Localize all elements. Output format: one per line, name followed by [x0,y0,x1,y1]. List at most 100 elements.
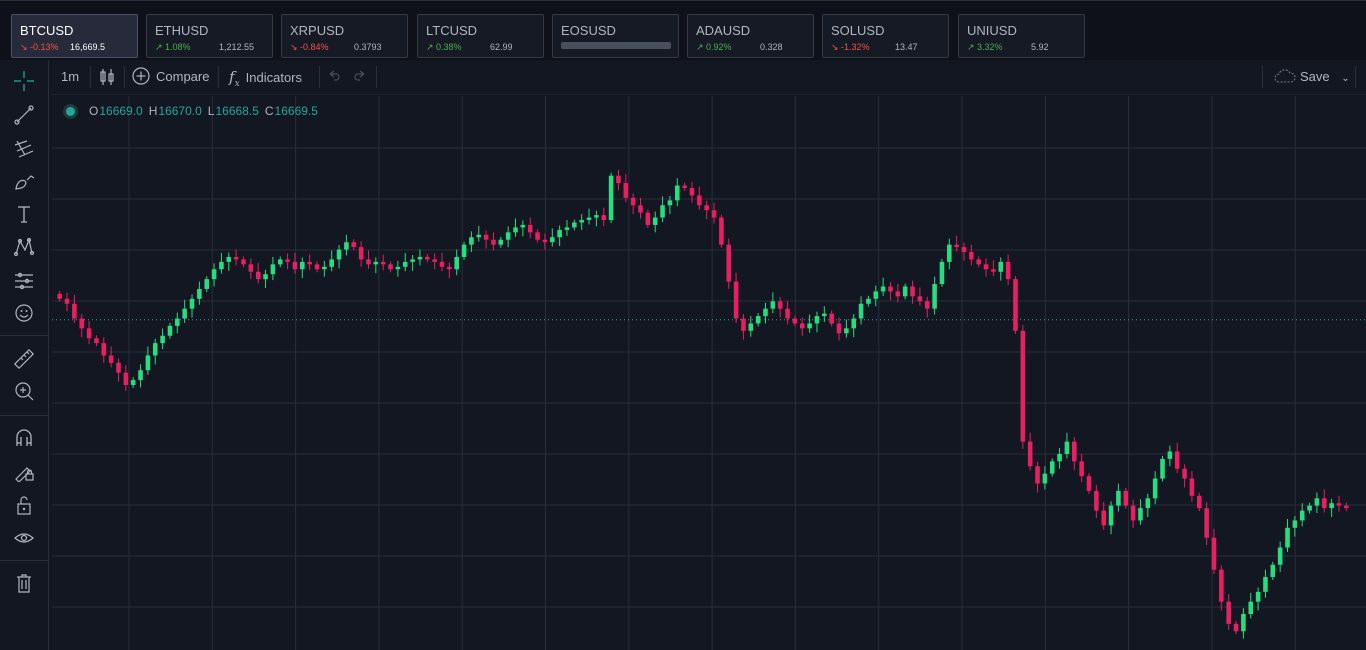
brush-tool[interactable] [9,166,39,196]
candle-body [1204,508,1209,538]
candle-body [152,343,158,356]
candle-body [366,259,371,265]
candle-body [314,264,320,270]
interval-button[interactable]: 1m [61,69,80,84]
compare-button[interactable]: Compare [132,60,209,94]
candles-icon [100,69,114,85]
crosshair-tool[interactable] [9,66,39,96]
redo-button[interactable] [352,60,368,94]
ticker-change-value: -0.13% [30,42,59,52]
remove-drawings-tool[interactable] [9,568,39,598]
candlestick-chart[interactable] [52,96,1366,650]
candle-body [248,264,254,272]
candle-body [322,266,327,270]
candle-body [1086,476,1092,491]
ticker-adausd[interactable]: ADAUSD ↗ 0.92% 0.328 [687,14,814,58]
candle-body [873,291,879,299]
candle-body [1138,508,1143,521]
arrow-up-icon: ↗ [426,42,434,52]
candle-body [733,281,739,319]
candle-body [792,318,798,324]
magnet-tool[interactable] [9,423,39,453]
candle-body [542,239,548,243]
candle-body [233,256,239,260]
candle-body [72,303,77,319]
candle-body [682,185,687,189]
ticker-btcusd[interactable]: BTCUSD ↘ -0.13% 16,669.5 [11,14,138,58]
ticker-xrpusd[interactable]: XRPUSD ↘ -0.84% 0.3793 [281,14,408,58]
candle-body [586,217,592,221]
candle-body [402,261,408,267]
price-chart[interactable] [52,96,1366,650]
candle-body [417,256,423,260]
candle-body [130,380,136,385]
candle-body [182,308,187,319]
open-value: 16669.0 [99,104,143,118]
ticker-uniusd[interactable]: UNIUSD ↗ 3.32% 5.92 [958,14,1085,58]
indicators-button[interactable]: fx Indicators [229,60,302,94]
unlock-tool[interactable] [9,490,39,520]
ticker-change-value: 0.38% [436,42,462,52]
candle-body [1167,451,1173,459]
ticker-change: ↗ 0.38% [426,42,462,53]
candles-style-button[interactable] [98,60,118,94]
save-button[interactable]: Save ⌄ [1274,60,1350,94]
ticker-symbol: UNIUSD [967,23,1017,38]
cloud-icon [1274,69,1296,83]
candle-body [674,185,680,201]
measure-tool[interactable] [9,344,39,374]
candle-body [505,232,511,240]
candle-body [483,234,489,240]
candle-body [1064,441,1070,454]
trend-line-tool[interactable] [9,100,39,130]
candle-body [1292,520,1298,528]
fx-icon: fx [229,68,240,89]
undo-button[interactable] [326,60,342,94]
toolbar-divider [1262,66,1263,88]
ticker-ethusd[interactable]: ETHUSD ↗ 1.08% 1,212.55 [146,14,273,58]
candle-body [344,242,349,250]
text-tool[interactable] [9,199,39,229]
candle-body [513,227,518,233]
ticker-change: ↗ 0.92% [696,42,732,53]
high-value: 16670.0 [158,104,202,118]
ticker-ltcusd[interactable]: LTCUSD ↗ 0.38% 62.99 [417,14,544,58]
ticker-change: ↘ -0.13% [20,42,59,53]
candle-body [491,239,496,245]
candle-body [719,217,724,245]
candle-body [1116,490,1121,506]
ticker-solusd[interactable]: SOLUSD ↘ -1.32% 13.47 [822,14,949,58]
candle-body [160,335,165,344]
candle-body [822,313,827,317]
hide-drawings-tool[interactable] [9,523,39,553]
candle-body [976,259,981,265]
undo-icon [329,70,340,81]
crosshair-icon [14,71,34,91]
candle-body [292,261,298,270]
emoji-tool[interactable] [9,298,39,328]
candle-body [1241,613,1246,632]
ohlc-legend: O 16669.0 H 16670.0 L 16668.5 C 16669.5 [66,103,324,119]
toolbar-divider [124,66,125,88]
candle-body [1130,505,1136,521]
candle-body [263,274,268,280]
close-value: 16669.5 [274,104,318,118]
toolbar-divider [0,415,48,416]
candle-body [1226,601,1231,624]
unlock-icon [17,496,31,515]
pattern-tool[interactable] [9,232,39,262]
ticker-change: ↘ -1.32% [831,42,870,53]
candle-body [138,370,143,381]
prediction-tool[interactable] [9,266,39,296]
arrow-down-icon: ↘ [20,42,28,52]
high-label: H [148,104,158,118]
arrow-up-icon: ↗ [967,42,975,52]
chevron-down-icon: ⌄ [1341,73,1350,84]
fib-retracement-tool[interactable] [9,133,39,163]
candle-body [1027,441,1033,467]
lock-drawing-tool[interactable] [9,456,39,486]
zoom-in-tool[interactable] [9,376,39,406]
ticker-change-value: -1.32% [841,42,870,52]
ticker-eosusd[interactable]: EOSUSD [552,14,679,58]
candle-body [1182,468,1187,479]
